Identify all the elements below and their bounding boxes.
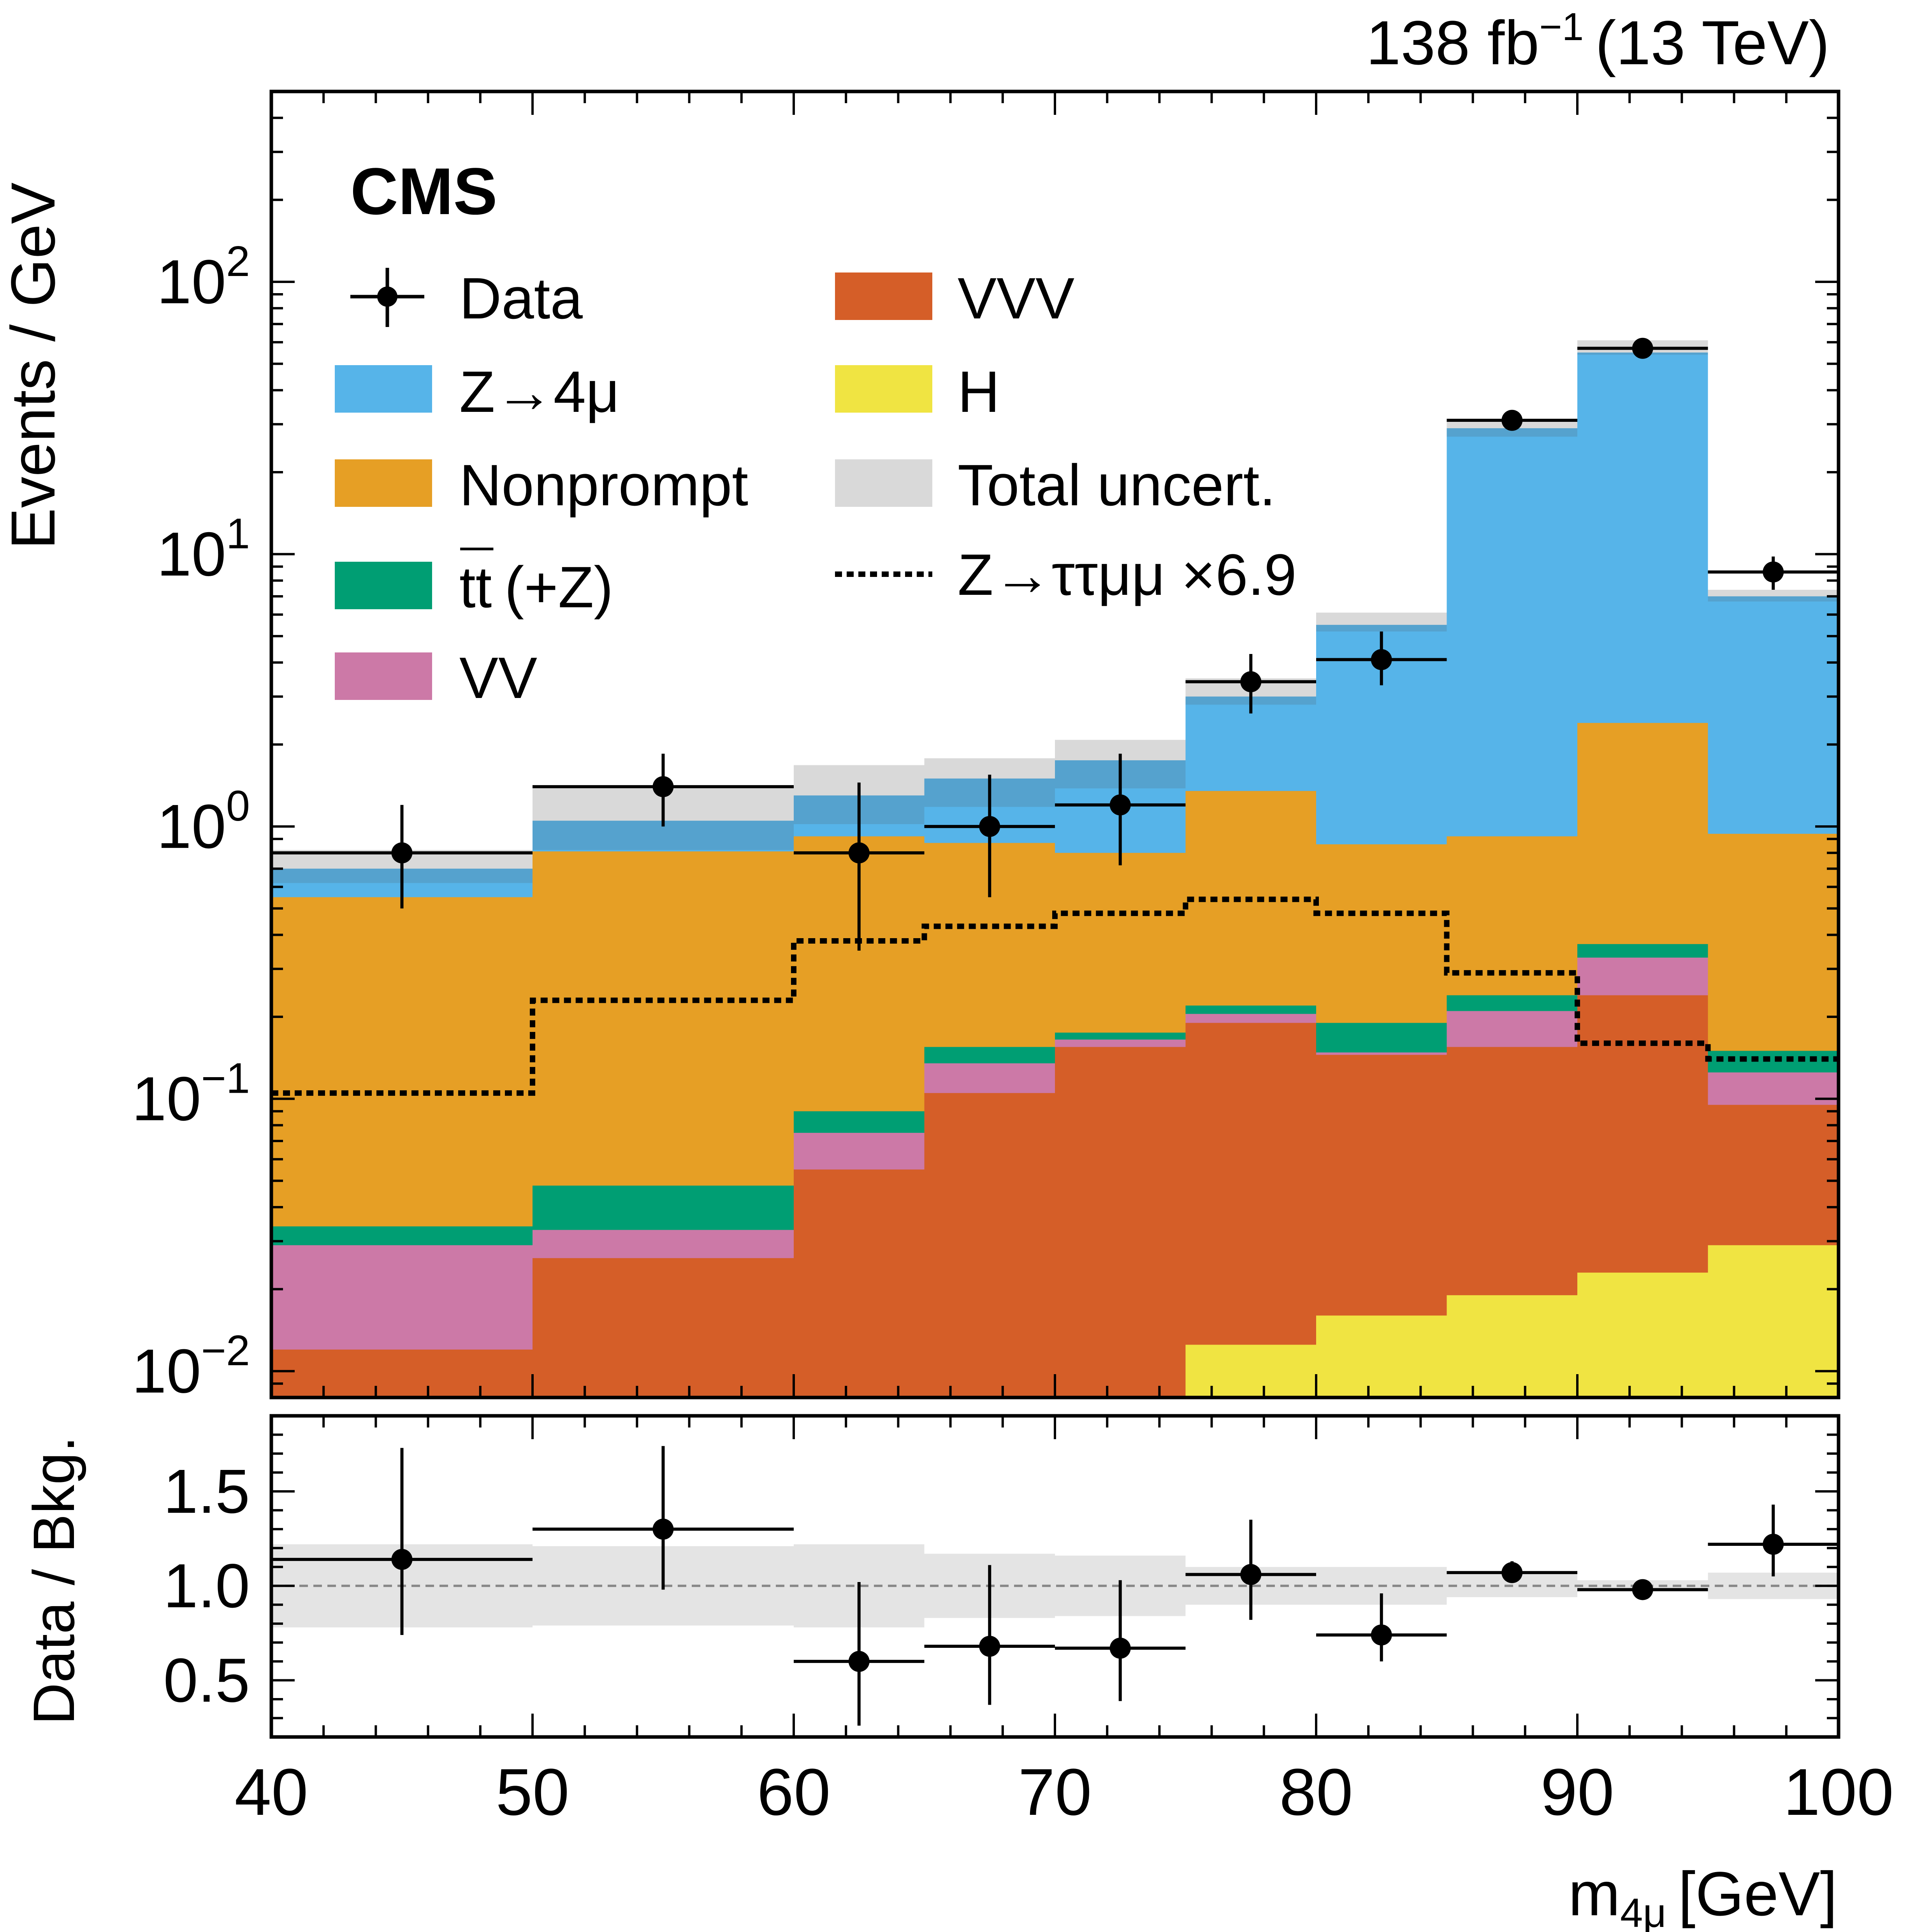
legend-z4mu-label: Z→4μ bbox=[459, 359, 619, 424]
y-tick-labels: 10−2 10−1 100 101 102 bbox=[132, 237, 250, 1406]
vvv-bin-2 bbox=[794, 1169, 925, 1398]
uncertainty-overlay-bin-7 bbox=[1447, 428, 1577, 437]
cms-label: CMS bbox=[350, 155, 497, 229]
x-tick-label-1: 50 bbox=[496, 1755, 569, 1829]
uncertainty-overlay-bin-6 bbox=[1316, 625, 1447, 632]
data-point-8 bbox=[1632, 338, 1653, 359]
data-point-1 bbox=[652, 776, 674, 797]
ratio-point-7 bbox=[1501, 1562, 1523, 1583]
y-tick-label-3: 101 bbox=[157, 510, 250, 589]
legend-data-label: Data bbox=[459, 265, 583, 331]
y-tick-label-1: 10−1 bbox=[132, 1055, 250, 1134]
background-stack bbox=[271, 352, 1839, 1398]
h-bin-7 bbox=[1447, 1295, 1577, 1398]
ratio-y-tick-label-2: 1.5 bbox=[163, 1456, 250, 1526]
legend-data-marker bbox=[350, 268, 424, 327]
uncertainty-overlay-bin-9 bbox=[1708, 596, 1839, 602]
legend: Data Z→4μ Nonprompt tt¯ (+Z) VV VVV H Tot… bbox=[335, 265, 1297, 710]
ratio-point-0 bbox=[391, 1549, 413, 1570]
vvv-bin-4 bbox=[1055, 1047, 1186, 1398]
legend-z4mu-swatch bbox=[335, 365, 432, 413]
ratio-point-6 bbox=[1371, 1624, 1392, 1645]
main-y-axis-title: Events / GeV bbox=[0, 182, 68, 549]
x-axis-title: m4μ [GeV] bbox=[1568, 1859, 1837, 1932]
ratio-points bbox=[271, 1446, 1839, 1726]
x-tick-label-2: 60 bbox=[757, 1755, 830, 1829]
ratio-point-9 bbox=[1763, 1534, 1784, 1555]
ratio-point-2 bbox=[848, 1651, 870, 1672]
ratio-point-8 bbox=[1632, 1579, 1653, 1600]
data-point-6 bbox=[1371, 649, 1392, 670]
h-bin-8 bbox=[1577, 1273, 1708, 1398]
y-tick-label-4: 102 bbox=[157, 237, 250, 316]
x-tick-label-5: 90 bbox=[1540, 1755, 1614, 1829]
vvv-bin-0 bbox=[271, 1349, 533, 1398]
ratio-point-3 bbox=[979, 1636, 1000, 1657]
data-point-5 bbox=[1240, 671, 1262, 693]
ratio-y-axis-title: Data / Bkg. bbox=[21, 1436, 86, 1725]
lumi-label: 138 fb−1 (13 TeV) bbox=[1366, 5, 1830, 77]
data-points bbox=[271, 338, 1839, 951]
legend-ttbar-swatch bbox=[335, 562, 432, 609]
ratio-frame bbox=[269, 1414, 1840, 1739]
signal-step-line bbox=[271, 897, 1839, 1096]
main-frame bbox=[269, 90, 1840, 1399]
x-tick-label-4: 80 bbox=[1279, 1755, 1353, 1829]
y-tick-label-2: 100 bbox=[157, 782, 250, 861]
ratio-y-tick-labels: 0.5 1.0 1.5 bbox=[163, 1456, 250, 1715]
legend-signal-label: Z→ττμμ ×6.9 bbox=[958, 542, 1297, 607]
legend-vvv-swatch bbox=[835, 272, 932, 320]
x-tick-label-3: 70 bbox=[1018, 1755, 1092, 1829]
data-point-7 bbox=[1501, 410, 1523, 431]
legend-h-swatch bbox=[835, 365, 932, 413]
legend-unc-label: Total uncert. bbox=[958, 452, 1276, 518]
legend-unc-swatch bbox=[835, 459, 932, 507]
ratio-y-tick-label-1: 1.0 bbox=[163, 1551, 250, 1621]
ratio-y-tick-label-0: 0.5 bbox=[163, 1645, 250, 1715]
legend-vv-label: VV bbox=[459, 645, 537, 710]
legend-vv-swatch bbox=[335, 652, 432, 700]
x-tick-label-6: 100 bbox=[1783, 1755, 1894, 1829]
legend-nonprompt-label: Nonprompt bbox=[459, 452, 748, 518]
data-point-2 bbox=[848, 842, 870, 863]
vvv-bin-5 bbox=[1185, 1023, 1316, 1398]
vvv-bin-1 bbox=[533, 1258, 794, 1398]
legend-vvv-label: VVV bbox=[958, 265, 1074, 331]
data-point-9 bbox=[1763, 561, 1784, 583]
x-tick-labels: 40 50 60 70 80 90 100 bbox=[234, 1755, 1893, 1829]
x-tick-label-0: 40 bbox=[234, 1755, 308, 1829]
h-bin-6 bbox=[1316, 1315, 1447, 1398]
legend-h-label: H bbox=[958, 359, 1000, 424]
data-point-4 bbox=[1109, 794, 1131, 816]
data-point-0 bbox=[391, 842, 413, 863]
legend-ttbar-label: tt¯ (+Z) bbox=[459, 539, 613, 620]
h-bin-9 bbox=[1708, 1245, 1839, 1398]
ratio-point-5 bbox=[1240, 1564, 1262, 1585]
data-point-3 bbox=[979, 816, 1000, 837]
legend-nonprompt-swatch bbox=[335, 459, 432, 507]
ratio-panel: 0.5 1.0 1.5 40 50 60 70 80 90 100 bbox=[163, 1414, 1894, 1829]
ratio-point-1 bbox=[652, 1519, 674, 1540]
ratio-point-4 bbox=[1109, 1637, 1131, 1659]
h-bin-5 bbox=[1185, 1345, 1316, 1398]
main-panel: 10−2 10−1 100 101 102 bbox=[132, 90, 1840, 1406]
y-tick-label-0: 10−2 bbox=[132, 1327, 250, 1406]
signal-line bbox=[271, 897, 1839, 1096]
vvv-bin-3 bbox=[924, 1093, 1055, 1398]
